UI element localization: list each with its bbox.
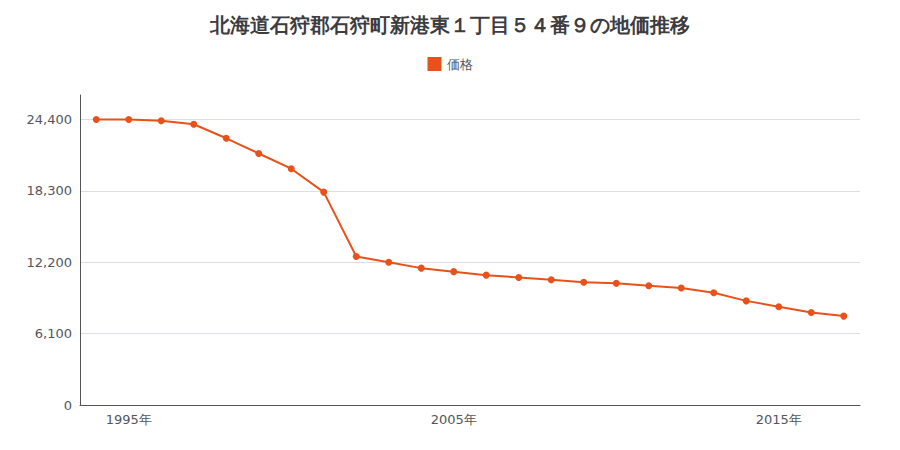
svg-text:1995年: 1995年 <box>106 412 152 427</box>
svg-text:24,400: 24,400 <box>27 112 73 127</box>
svg-text:6,100: 6,100 <box>35 326 72 341</box>
svg-text:18,300: 18,300 <box>27 183 73 198</box>
svg-text:北海道石狩郡石狩町新港東１丁目５４番９の地価推移: 北海道石狩郡石狩町新港東１丁目５４番９の地価推移 <box>209 13 690 37</box>
svg-text:価格: 価格 <box>447 57 473 72</box>
svg-text:0: 0 <box>64 398 72 413</box>
svg-text:2015年: 2015年 <box>756 412 802 427</box>
svg-text:12,200: 12,200 <box>27 255 73 270</box>
svg-text:2005年: 2005年 <box>431 412 477 427</box>
